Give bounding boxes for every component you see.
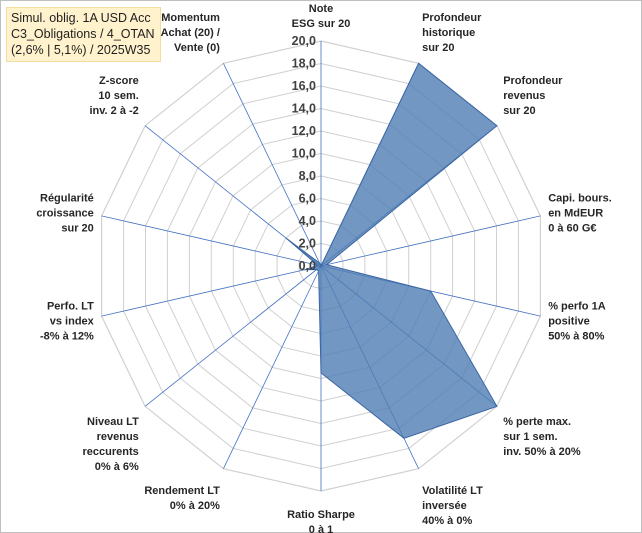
tick-label: 20,0 [292,34,316,48]
axis-label: Note ESG sur 20 [292,3,351,30]
axis-label-line: revenus [97,431,139,443]
axis-label-line: Capi. bours. [548,193,612,205]
chart-title-box: Simul. oblig. 1A USD Acc C3_Obligations … [6,7,161,62]
axis-label-line: croissance [36,208,93,220]
axis-label-line: sur 20 [503,105,535,117]
axis-label: Perfo. LT vs index -8% à 12% [40,300,95,342]
axis-label-line: historique [422,27,475,39]
axis-label: Volatilité LT inversée 40% à 0% [422,485,483,527]
tick-label: 8,0 [299,169,316,183]
axis-label-line: inversée [422,500,467,512]
axis-label-line: % perte max. [503,416,571,428]
axis-label: Ratio Sharpe 0 à 1 [287,509,355,533]
tick-label: 4,0 [299,214,316,228]
axis-label-line: Régularité [40,193,94,205]
tick-label: 10,0 [292,147,316,161]
title-line-3: (2,6% | 5,1%) / 2025W35 [11,43,151,57]
axis-label-line: % perfo 1A [548,300,606,312]
axis-label-line: Ratio Sharpe [287,509,355,521]
tick-label: 0,0 [299,259,316,273]
axis-spoke [223,63,322,267]
axis-label-line: -8% à 12% [40,330,94,342]
axis-label-line: positive [548,315,590,327]
axis-label-line: sur 20 [61,223,93,235]
axis-label-line: Z-score [99,75,139,87]
axis-label-line: 0% à 6% [95,461,139,473]
axis-label-line: revenus [503,90,545,102]
axis-label-line: Momentum [161,12,220,24]
axis-spoke [320,215,541,267]
axis-label-line: 40% à 0% [422,515,472,527]
axis-label: Régularité croissance sur 20 [36,193,93,235]
axis-spoke [101,215,322,267]
axis-spoke [144,265,322,407]
tick-label: 6,0 [299,192,316,206]
axis-label-line: vs index [50,315,95,327]
axis-label: Momentum Achat (20) / Vente (0) [161,12,221,54]
axis-label: Capi. bours. en MdEUR 0 à 60 G€ [548,193,612,235]
tick-label: 14,0 [292,102,316,116]
tick-label: 12,0 [292,124,316,138]
axis-label: Z-score 10 sem. inv. 2 à -2 [89,75,138,117]
axis-label-line: Volatilité LT [422,485,483,497]
axis-label: Rendement LT 0% à 20% [144,485,220,512]
axis-label-line: inv. 50% à 20% [503,446,581,458]
title-line-1: Simul. oblig. 1A USD Acc [11,11,151,25]
axis-label-line: Note [309,3,333,15]
axis-label-layer: Note ESG sur 20 Profondeur historique sur 20… [36,3,611,533]
axis-label-line: en MdEUR [548,208,603,220]
axis-label-line: sur 20 [422,42,454,54]
axis-label-line: 10 sem. [98,90,138,102]
axis-label: Profondeur historique sur 20 [422,12,482,54]
series-layer [285,62,498,439]
axis-label-line: Niveau LT [87,416,139,428]
axis-label: Niveau LT revenus reccurents 0% à 6% [83,416,140,473]
series-area [285,62,498,439]
axis-label-line: Achat (20) / [161,27,220,39]
axis-label-line: sur 1 sem. [503,431,557,443]
axis-label-line: reccurents [83,446,139,458]
axis-label-line: Perfo. LT [47,300,94,312]
axis-label-line: 0 à 60 G€ [548,223,596,235]
axis-spoke [101,265,322,317]
axis-label: % perte max. sur 1 sem. inv. 50% à 20% [503,416,581,458]
axis-label-line: Rendement LT [144,485,220,497]
tick-label: 2,0 [299,237,316,251]
tick-label: 16,0 [292,79,316,93]
axis-label-line: inv. 2 à -2 [89,105,138,117]
title-line-2: C3_Obligations / 4_OTAN [11,27,155,41]
axis-spoke [223,265,322,469]
axis-label-line: 0% à 20% [170,500,220,512]
axis-label-line: 0 à 1 [309,524,333,533]
axis-label-line: ESG sur 20 [292,18,351,30]
axis-label-line: Vente (0) [174,42,220,54]
axis-label: Profondeur revenus sur 20 [503,75,563,117]
axis-label-line: Profondeur [422,12,482,24]
axis-label: % perfo 1A positive 50% à 80% [548,300,606,342]
tick-label: 18,0 [292,57,316,71]
axis-label-line: 50% à 80% [548,330,604,342]
tick-layer: 0,0 2,0 4,0 6,0 8,0 10,0 12,0 14,0 16,0 18,0 20,0 [292,34,316,273]
axis-label-line: Profondeur [503,75,563,87]
